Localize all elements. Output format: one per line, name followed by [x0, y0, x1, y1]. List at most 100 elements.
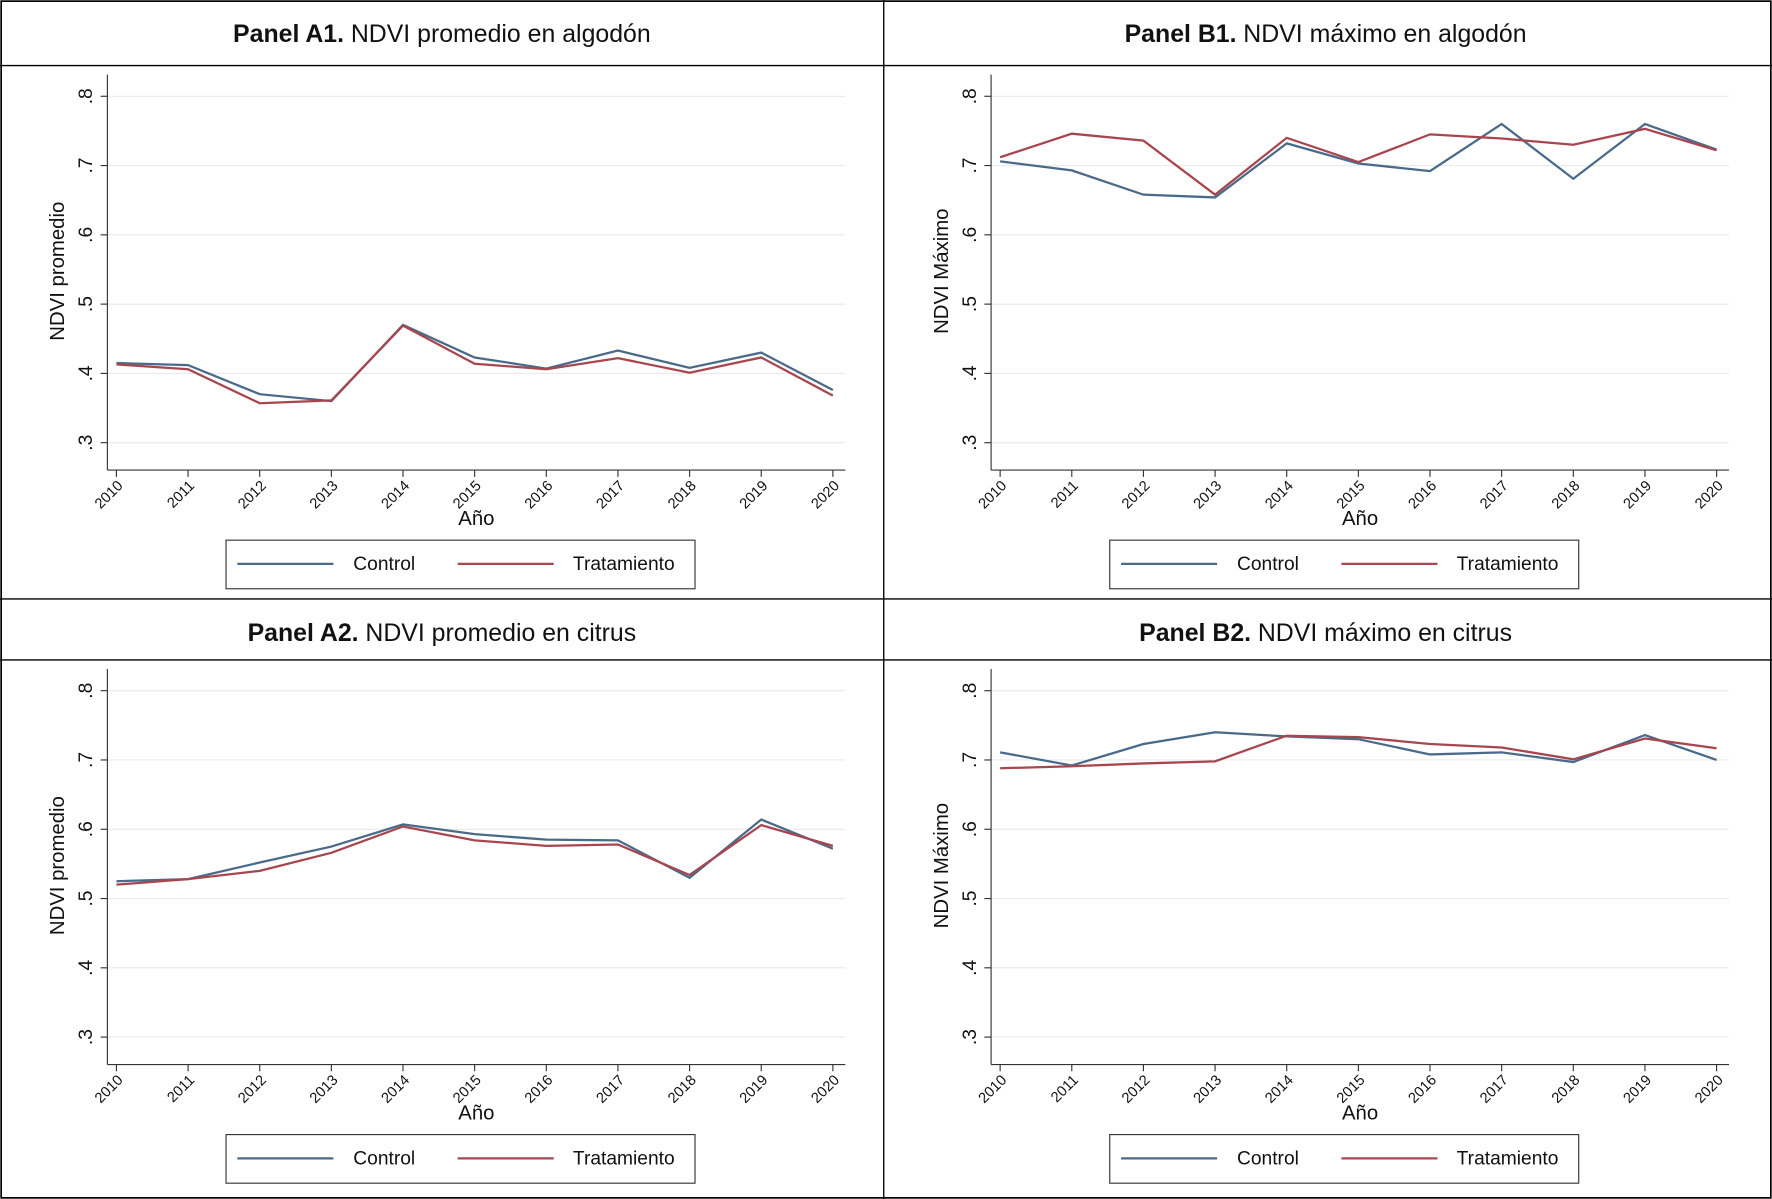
- x-tick-label: 2016: [522, 1072, 556, 1106]
- legend-label: Tratamiento: [1457, 554, 1559, 575]
- x-tick-label: 2013: [307, 1072, 341, 1106]
- x-tick-label: 2018: [665, 478, 699, 512]
- series-line: [999, 127, 1717, 197]
- y-tick-label: .8: [76, 683, 97, 699]
- x-tick-label: 2016: [522, 478, 556, 512]
- x-tick-label: 2014: [1262, 1072, 1296, 1106]
- x-tick-label: 2019: [737, 478, 771, 512]
- x-tick-label: 2015: [1334, 478, 1368, 512]
- x-axis-label: Año: [1342, 1103, 1378, 1125]
- x-tick-label: 2010: [976, 478, 1010, 512]
- panel-subtitle: NDVI promedio en algodón: [351, 20, 651, 48]
- series-line: [999, 122, 1717, 199]
- x-tick-label: 2019: [1621, 478, 1655, 512]
- x-tick-label: 2020: [1692, 1072, 1726, 1106]
- panel-label: Panel B1.: [1125, 20, 1237, 48]
- y-tick-label: .5: [76, 296, 97, 312]
- y-tick-label: .4: [76, 959, 97, 975]
- series-line: [116, 323, 834, 403]
- panel-subtitle: NDVI promedio en citrus: [365, 619, 636, 647]
- x-tick-label: 2014: [1262, 478, 1296, 512]
- legend-label: Tratamiento: [573, 554, 675, 575]
- x-tick-label: 2020: [809, 478, 843, 512]
- y-axis-label: NDVI Máximo: [931, 209, 953, 334]
- panel-title: Panel A2. NDVI promedio en citrus: [248, 619, 637, 647]
- panel-label: Panel A1.: [233, 20, 344, 48]
- series-line: [116, 324, 834, 405]
- y-tick-label: .3: [76, 1029, 97, 1045]
- x-tick-label: 2019: [737, 1072, 771, 1106]
- x-tick-label: 2017: [594, 478, 628, 512]
- x-tick-label: 2016: [1406, 478, 1440, 512]
- x-tick-label: 2015: [450, 478, 484, 512]
- x-tick-label: 2016: [1406, 1072, 1440, 1106]
- x-tick-label: 2013: [1191, 1072, 1225, 1106]
- panel-label: Panel A2.: [248, 619, 359, 647]
- x-tick-label: 2018: [1549, 478, 1583, 512]
- x-tick-label: 2019: [1621, 1072, 1655, 1106]
- y-tick-label: .8: [960, 683, 981, 699]
- x-tick-label: 2020: [1692, 478, 1726, 512]
- x-tick-label: 2018: [1549, 1072, 1583, 1106]
- x-tick-label: 2012: [235, 478, 269, 512]
- x-tick-label: 2010: [92, 1072, 126, 1106]
- y-tick-label: .5: [960, 296, 981, 312]
- x-tick-label: 2012: [1119, 478, 1153, 512]
- y-tick-label: .7: [76, 158, 97, 174]
- x-tick-label: 2015: [1334, 1072, 1368, 1106]
- x-axis-label: Año: [458, 508, 494, 530]
- x-tick-label: 2010: [92, 478, 126, 512]
- panel-label: Panel B2.: [1139, 619, 1251, 647]
- legend-label: Control: [353, 554, 415, 575]
- y-tick-label: .8: [960, 88, 981, 104]
- legend-label: Tratamiento: [573, 1149, 675, 1170]
- panel-title: Panel B2. NDVI máximo en citrus: [1139, 619, 1512, 647]
- y-tick-label: .4: [960, 365, 981, 381]
- x-tick-label: 2011: [1048, 1072, 1082, 1106]
- x-tick-label: 2013: [307, 478, 341, 512]
- panel-subtitle: NDVI máximo en algodón: [1243, 20, 1526, 48]
- y-tick-label: .3: [76, 435, 97, 451]
- y-tick-label: .3: [960, 435, 981, 451]
- x-tick-label: 2012: [235, 1072, 269, 1106]
- x-axis-label: Año: [1342, 508, 1378, 530]
- panel-subtitle: NDVI máximo en citrus: [1258, 619, 1512, 647]
- x-tick-label: 2010: [976, 1072, 1010, 1106]
- x-axis-label: Año: [458, 1103, 494, 1125]
- panel-title: Panel A1. NDVI promedio en algodón: [233, 20, 651, 48]
- x-tick-label: 2011: [1048, 478, 1082, 512]
- x-tick-label: 2015: [450, 1072, 484, 1106]
- y-tick-label: .5: [76, 891, 97, 907]
- x-tick-label: 2020: [809, 1072, 843, 1106]
- x-tick-label: 2012: [1119, 1072, 1153, 1106]
- y-tick-label: .4: [960, 959, 981, 975]
- y-tick-label: .7: [960, 752, 981, 768]
- panel-title: Panel B1. NDVI máximo en algodón: [1125, 20, 1527, 48]
- x-tick-label: 2011: [165, 1072, 199, 1106]
- y-axis-label: NDVI promedio: [47, 202, 69, 341]
- x-tick-label: 2014: [379, 1072, 413, 1106]
- x-tick-label: 2013: [1191, 478, 1225, 512]
- y-tick-label: .7: [960, 158, 981, 174]
- legend-label: Control: [353, 1149, 415, 1170]
- x-tick-label: 2018: [665, 1072, 699, 1106]
- y-tick-label: .3: [960, 1029, 981, 1045]
- legend-label: Tratamiento: [1457, 1149, 1559, 1170]
- y-tick-label: .6: [76, 227, 97, 243]
- legend-label: Control: [1237, 1149, 1299, 1170]
- y-tick-label: .5: [960, 891, 981, 907]
- y-axis-label: NDVI Máximo: [931, 803, 953, 928]
- y-tick-label: .6: [76, 821, 97, 837]
- legend-label: Control: [1237, 554, 1299, 575]
- y-tick-label: .7: [76, 752, 97, 768]
- x-tick-label: 2017: [1477, 478, 1511, 512]
- y-tick-label: .6: [960, 821, 981, 837]
- x-tick-label: 2014: [379, 478, 413, 512]
- y-tick-label: .8: [76, 88, 97, 104]
- x-tick-label: 2017: [594, 1072, 628, 1106]
- series-line: [1000, 734, 1717, 770]
- y-tick-label: .6: [960, 227, 981, 243]
- x-tick-label: 2017: [1477, 1072, 1511, 1106]
- y-tick-label: .4: [76, 365, 97, 381]
